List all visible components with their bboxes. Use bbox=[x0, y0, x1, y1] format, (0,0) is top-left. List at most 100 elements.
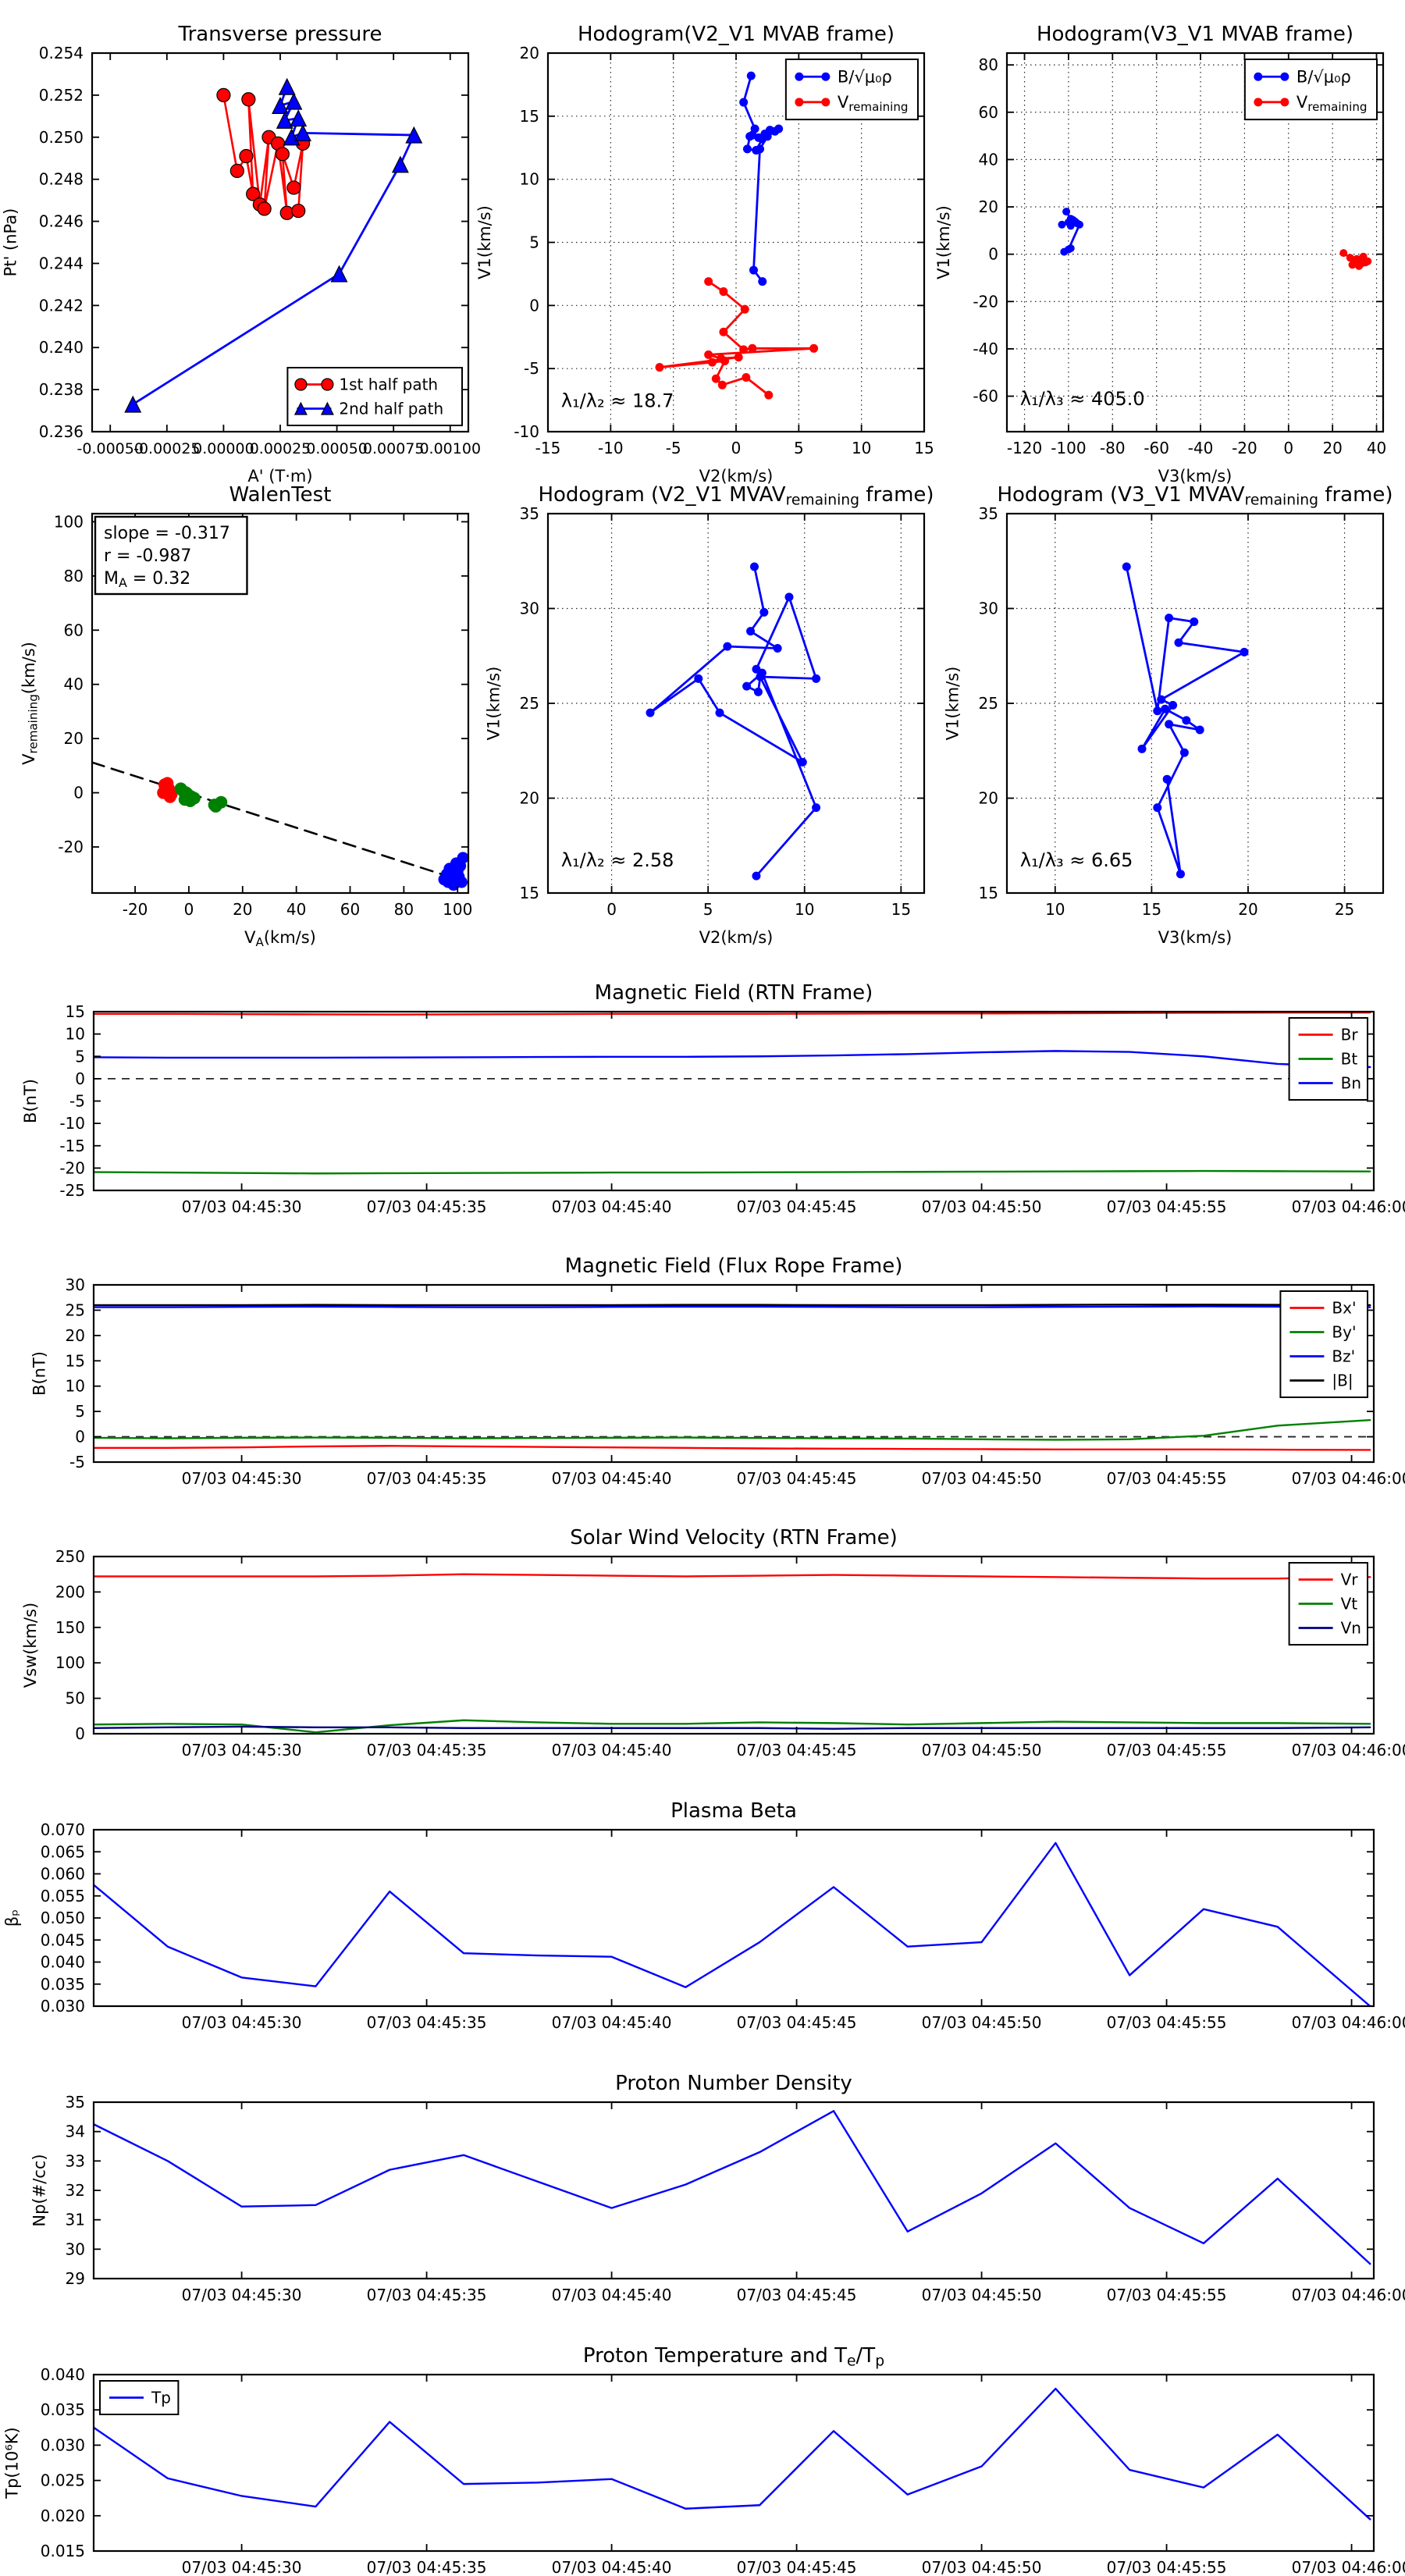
svg-text:slope = -0.317: slope = -0.317 bbox=[104, 524, 230, 543]
svg-text:-0.00025: -0.00025 bbox=[133, 440, 200, 457]
svg-text:Hodogram(V3_V1 MVAB frame): Hodogram(V3_V1 MVAB frame) bbox=[1037, 23, 1353, 46]
svg-text:Vt: Vt bbox=[1341, 1595, 1358, 1614]
svg-text:V2(km/s): V2(km/s) bbox=[699, 467, 774, 486]
svg-text:80: 80 bbox=[979, 55, 998, 74]
svg-text:Hodogram (V3_V1 MVAVremaining: Hodogram (V3_V1 MVAVremaining frame) bbox=[997, 483, 1393, 509]
svg-text:34: 34 bbox=[66, 2122, 85, 2141]
svg-text:07/03 04:45:35: 07/03 04:45:35 bbox=[367, 2286, 487, 2304]
proton_temp-svg: 07/03 04:45:30 07/03 04:45:35 07/03 04:45:… bbox=[3, 2344, 1405, 2576]
svg-text:07/03 04:45:50: 07/03 04:45:50 bbox=[922, 1197, 1042, 1216]
svg-text:20: 20 bbox=[64, 729, 84, 748]
svg-text:0: 0 bbox=[731, 439, 742, 457]
svg-text:0.248: 0.248 bbox=[39, 170, 84, 189]
svg-text:35: 35 bbox=[520, 504, 539, 523]
svg-text:-20: -20 bbox=[59, 1158, 85, 1177]
svg-text:07/03 04:45:50: 07/03 04:45:50 bbox=[922, 1741, 1042, 1759]
svg-text:07/03 04:45:45: 07/03 04:45:45 bbox=[737, 1741, 857, 1759]
svg-text:07/03 04:45:35: 07/03 04:45:35 bbox=[367, 1469, 487, 1488]
svg-text:VA(km/s): VA(km/s) bbox=[244, 928, 316, 949]
svg-text:0.00050: 0.00050 bbox=[306, 440, 368, 457]
svg-text:0.055: 0.055 bbox=[41, 1887, 85, 1905]
svg-text:5: 5 bbox=[529, 233, 539, 252]
svg-text:-20: -20 bbox=[123, 900, 148, 919]
svg-text:25: 25 bbox=[66, 1300, 85, 1319]
svg-text:25: 25 bbox=[1335, 900, 1354, 919]
svg-text:Np(#/cc): Np(#/cc) bbox=[30, 2154, 49, 2226]
plot-walen-test: -20 0 20 40 60 80 100 -20 0 20 40 60 80 100 WalenTest V… bbox=[20, 483, 472, 949]
svg-text:15: 15 bbox=[979, 884, 998, 902]
svg-text:V2(km/s): V2(km/s) bbox=[699, 928, 774, 947]
svg-text:07/03 04:46:00: 07/03 04:46:00 bbox=[1292, 2286, 1405, 2304]
svg-text:07/03 04:45:55: 07/03 04:45:55 bbox=[1107, 2558, 1227, 2576]
svg-text:33: 33 bbox=[66, 2151, 85, 2170]
svg-text:V3(km/s): V3(km/s) bbox=[1158, 467, 1232, 486]
plot-hodogram-v3v1-mvab: -120 -100 -80 -60 -40 -20 0 20 40 -60 -40 -20 0 20 40 6… bbox=[934, 23, 1386, 486]
svg-text:-40: -40 bbox=[1188, 439, 1214, 457]
svg-text:07/03 04:45:55: 07/03 04:45:55 bbox=[1107, 1741, 1227, 1759]
svg-text:0: 0 bbox=[1283, 439, 1293, 457]
svg-text:20: 20 bbox=[233, 900, 252, 919]
svg-text:|B|: |B| bbox=[1332, 1372, 1353, 1390]
svg-text:2nd half path: 2nd half path bbox=[339, 400, 443, 418]
svg-text:0: 0 bbox=[73, 784, 84, 802]
svg-text:1st half path: 1st half path bbox=[339, 375, 438, 394]
svg-text:-60: -60 bbox=[973, 387, 998, 406]
svg-text:07/03 04:45:35: 07/03 04:45:35 bbox=[367, 2558, 487, 2576]
svg-text:r = -0.987: r = -0.987 bbox=[104, 546, 191, 566]
svg-text:0.030: 0.030 bbox=[41, 1997, 85, 2016]
svg-text:07/03 04:45:50: 07/03 04:45:50 bbox=[922, 1469, 1042, 1488]
svg-text:V1(km/s): V1(km/s) bbox=[934, 205, 953, 279]
svg-text:0: 0 bbox=[75, 1428, 85, 1446]
svg-text:30: 30 bbox=[979, 600, 998, 618]
hodogram_v3v1_mvab-svg: -120 -100 -80 -60 -40 -20 0 20 40 -60 -40 -20 0 20 40 6… bbox=[934, 23, 1386, 486]
walen_test-svg: -20 0 20 40 60 80 100 -20 0 20 40 60 80 100 WalenTest V… bbox=[20, 483, 472, 949]
svg-text:Bn: Bn bbox=[1341, 1074, 1361, 1093]
svg-text:0.035: 0.035 bbox=[41, 2400, 85, 2419]
svg-text:60: 60 bbox=[64, 621, 84, 639]
svg-text:07/03 04:45:45: 07/03 04:45:45 bbox=[737, 2013, 857, 2032]
svg-text:-5: -5 bbox=[524, 359, 539, 378]
svg-text:B(nT): B(nT) bbox=[30, 1351, 49, 1396]
plot-proton-density: 07/03 04:45:30 07/03 04:45:35 07/03 04:45:… bbox=[30, 2072, 1405, 2304]
svg-text:25: 25 bbox=[520, 694, 539, 713]
svg-text:60: 60 bbox=[340, 900, 360, 919]
svg-text:Hodogram (V2_V1 MVAVremaining: Hodogram (V2_V1 MVAVremaining frame) bbox=[538, 483, 934, 509]
svg-text:Tp(10⁶K): Tp(10⁶K) bbox=[3, 2427, 22, 2499]
vsw_rtn-svg: 07/03 04:45:30 07/03 04:45:35 07/03 04:45:… bbox=[21, 1526, 1405, 1759]
svg-text:15: 15 bbox=[891, 900, 911, 919]
svg-text:Proton Number Density: Proton Number Density bbox=[615, 2072, 852, 2095]
svg-text:-40: -40 bbox=[973, 340, 998, 358]
svg-text:0.00075: 0.00075 bbox=[363, 440, 425, 457]
svg-text:100: 100 bbox=[55, 1653, 85, 1672]
svg-text:0.00025: 0.00025 bbox=[250, 440, 311, 457]
svg-text:Vsw(km/s): Vsw(km/s) bbox=[21, 1603, 40, 1688]
svg-text:15: 15 bbox=[66, 1002, 85, 1021]
svg-text:Bz': Bz' bbox=[1332, 1347, 1355, 1366]
svg-text:20: 20 bbox=[66, 1326, 85, 1345]
svg-text:20: 20 bbox=[979, 197, 998, 216]
svg-text:07/03 04:45:40: 07/03 04:45:40 bbox=[552, 1197, 672, 1216]
svg-text:0.015: 0.015 bbox=[41, 2542, 85, 2560]
svg-text:0.020: 0.020 bbox=[41, 2507, 85, 2525]
svg-text:07/03 04:45:45: 07/03 04:45:45 bbox=[737, 1469, 857, 1488]
svg-text:100: 100 bbox=[54, 512, 84, 531]
svg-text:-20: -20 bbox=[973, 292, 998, 311]
svg-text:07/03 04:45:55: 07/03 04:45:55 bbox=[1107, 1469, 1227, 1488]
svg-text:0.025: 0.025 bbox=[41, 2471, 85, 2490]
svg-text:WalenTest: WalenTest bbox=[229, 483, 332, 507]
svg-text:150: 150 bbox=[55, 1618, 85, 1637]
svg-text:λ₁/λ₂ ≈ 18.7: λ₁/λ₂ ≈ 18.7 bbox=[561, 390, 674, 411]
svg-text:-10: -10 bbox=[598, 439, 624, 457]
svg-text:-60: -60 bbox=[1144, 439, 1169, 457]
svg-text:5: 5 bbox=[794, 439, 804, 457]
svg-text:Magnetic Field (RTN Frame): Magnetic Field (RTN Frame) bbox=[595, 981, 873, 1005]
svg-text:λ₁/λ₃ ≈ 405.0: λ₁/λ₃ ≈ 405.0 bbox=[1020, 388, 1145, 410]
svg-text:Bt: Bt bbox=[1341, 1050, 1358, 1069]
svg-text:07/03 04:45:30: 07/03 04:45:30 bbox=[182, 1741, 302, 1759]
svg-text:B/√μ₀ρ: B/√μ₀ρ bbox=[838, 68, 892, 87]
svg-text:B(nT): B(nT) bbox=[21, 1079, 40, 1123]
svg-text:10: 10 bbox=[66, 1025, 85, 1044]
svg-text:-0.00050: -0.00050 bbox=[77, 440, 144, 457]
svg-text:07/03 04:45:30: 07/03 04:45:30 bbox=[182, 1469, 302, 1488]
svg-text:10: 10 bbox=[852, 439, 871, 457]
